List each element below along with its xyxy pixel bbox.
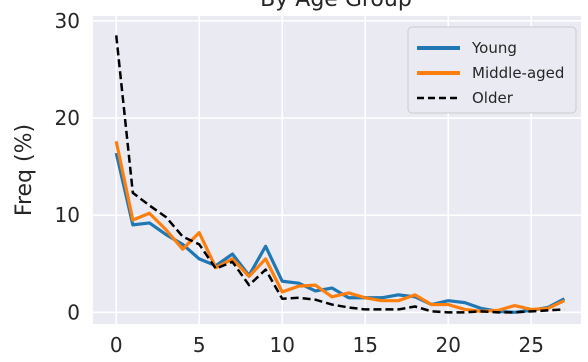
series-layer	[114, 35, 566, 314]
x-tick-label: 0	[110, 333, 123, 357]
y-tick-label: 30	[55, 9, 80, 33]
y-tick-label: 20	[55, 106, 80, 130]
x-tick-label: 15	[352, 333, 377, 357]
series-line-older	[114, 35, 565, 314]
legend-label-young: Young	[471, 39, 517, 57]
x-tick-label: 10	[269, 333, 294, 357]
x-tick-labels: 0 5 10 15 20 25	[110, 333, 544, 357]
x-tick-label: 5	[193, 333, 206, 357]
legend-label-middle-aged: Middle-aged	[472, 64, 564, 82]
y-tick-labels: 0 10 20 30	[55, 9, 80, 324]
legend-label-older: Older	[472, 89, 514, 107]
chart-title: By Age Group	[260, 0, 412, 12]
x-tick-label: 20	[435, 333, 460, 357]
y-tick-label: 10	[55, 203, 80, 227]
y-tick-label: 0	[67, 300, 80, 324]
y-axis-title: Freq (%)	[12, 124, 37, 216]
x-tick-label: 25	[518, 333, 543, 357]
legend: Young Middle-aged Older	[407, 26, 577, 114]
